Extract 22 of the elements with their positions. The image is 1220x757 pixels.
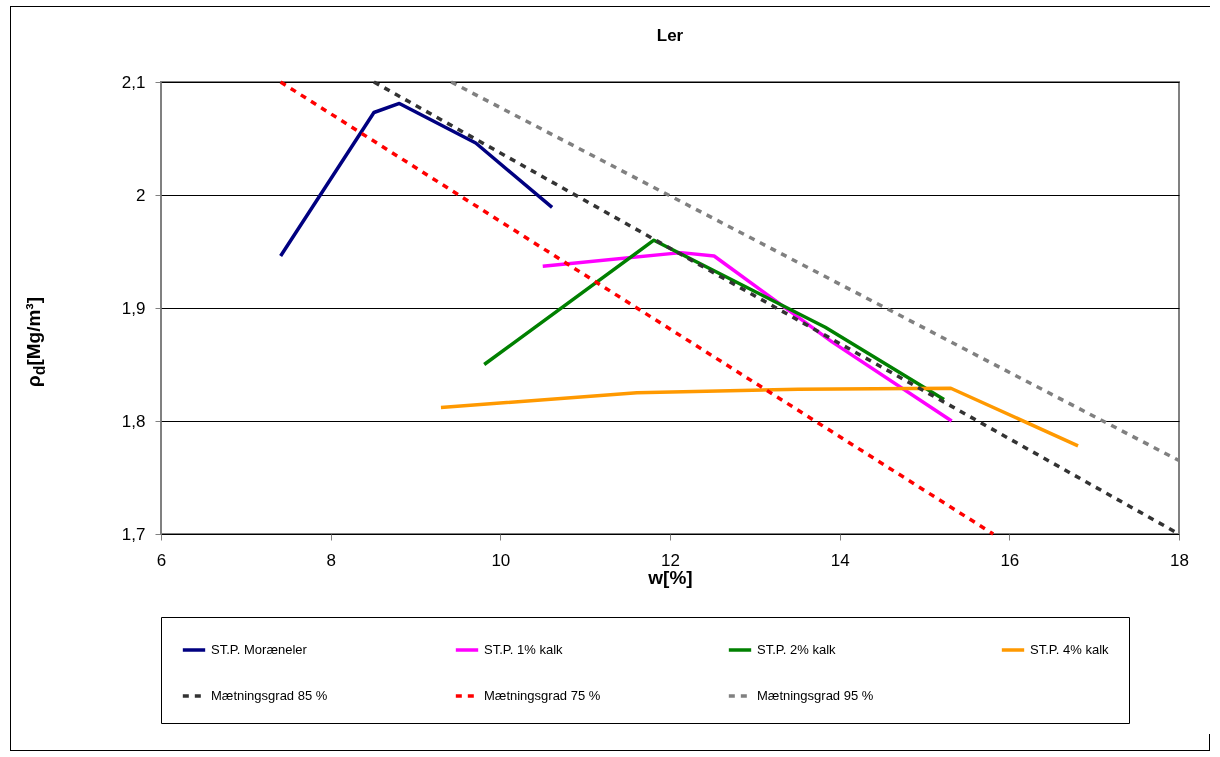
chart-title: Ler <box>656 26 684 45</box>
line-series <box>439 386 1080 448</box>
legend-label: ST.P. 1% kalk <box>484 642 564 657</box>
legend-label: ST.P. 4% kalk <box>1030 642 1110 657</box>
x-tick-label: 6 <box>156 550 167 570</box>
y-tick-label: 1,7 <box>121 524 146 544</box>
y-tick-label: 1,9 <box>121 298 146 318</box>
y-tick-label: 2 <box>136 185 146 205</box>
y-tick-label: 2,1 <box>121 72 146 92</box>
x-tick-label: 16 <box>1000 550 1020 570</box>
y-tick-label: 1,8 <box>121 411 146 431</box>
legend-label: ST.P. Moræneler <box>211 642 308 657</box>
line-series <box>278 101 554 258</box>
legend-label: Mætningsgrad 85 % <box>211 688 328 703</box>
legend-label: Mætningsgrad 95 % <box>757 688 874 703</box>
legend-label: Mætningsgrad 75 % <box>484 688 601 703</box>
legend-label: ST.P. 2% kalk <box>757 642 837 657</box>
line-series <box>482 238 946 402</box>
x-tick-label: 14 <box>830 550 850 570</box>
x-tick-label: 18 <box>1170 550 1189 570</box>
x-tick-label: 8 <box>326 550 336 570</box>
x-tick-label: 10 <box>491 550 511 570</box>
